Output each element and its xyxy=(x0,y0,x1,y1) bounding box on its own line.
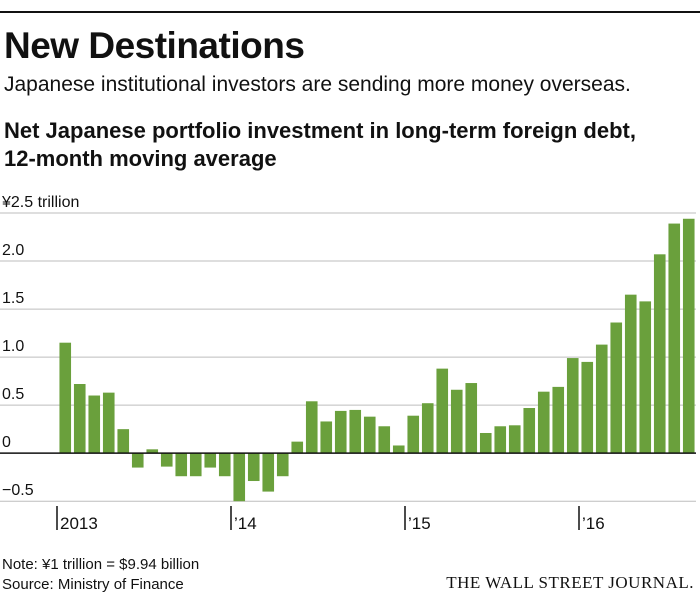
bar xyxy=(233,453,246,502)
bars xyxy=(59,218,695,502)
bar xyxy=(450,389,463,454)
publisher-logo: THE WALL STREET JOURNAL. xyxy=(446,573,694,592)
footnotes: Note: ¥1 trillion = $9.94 billion Source… xyxy=(2,555,199,595)
bar xyxy=(508,425,521,454)
bar xyxy=(682,218,695,454)
bar xyxy=(218,453,231,477)
subtitle-line-1: Net Japanese portfolio investment in lon… xyxy=(4,118,636,143)
bar xyxy=(59,342,72,454)
bar xyxy=(465,383,478,454)
bar xyxy=(102,392,115,454)
bar xyxy=(349,409,362,454)
bar xyxy=(624,294,637,454)
y-tick-label: ¥2.5 trillion xyxy=(1,194,79,211)
bar xyxy=(421,403,434,454)
bar xyxy=(262,453,275,492)
bar xyxy=(552,386,565,454)
bar xyxy=(305,401,318,454)
bar xyxy=(146,449,159,454)
bar xyxy=(160,453,173,467)
x-tick-label: ’16 xyxy=(582,514,605,533)
bar xyxy=(378,426,391,454)
bar xyxy=(436,368,449,454)
bar xyxy=(291,441,304,454)
gridlines xyxy=(0,212,696,502)
bar xyxy=(363,416,376,454)
x-tick-label: ’15 xyxy=(408,514,431,533)
bar xyxy=(131,453,144,468)
bar xyxy=(581,361,594,454)
bar xyxy=(88,395,101,454)
bar xyxy=(117,429,130,454)
x-tick-label: 2013 xyxy=(60,514,98,533)
bar xyxy=(276,453,289,477)
y-tick-label: 1.5 xyxy=(2,290,24,307)
chart-headline: New Destinations xyxy=(4,25,305,66)
y-tick-label: 0 xyxy=(2,434,11,451)
axes: ¥2.5 trillion 2.0 1.5 1.0 0.5 0 −0.5 2013 ’14 ’15… xyxy=(0,194,696,533)
bar xyxy=(73,384,86,454)
bar xyxy=(668,223,681,454)
bar xyxy=(653,254,666,454)
bar xyxy=(537,391,550,454)
y-tick-label: 2.0 xyxy=(2,242,24,259)
bar xyxy=(175,453,188,477)
bar xyxy=(610,322,623,454)
bar-chart: ¥2.5 trillion 2.0 1.5 1.0 0.5 0 −0.5 2013 ’14 ’15… xyxy=(0,194,696,533)
subtitle-line-2: 12-month moving average xyxy=(4,146,277,171)
y-tick-label: 1.0 xyxy=(2,338,24,355)
chart-dek: Japanese institutional investors are sen… xyxy=(4,73,631,96)
bar xyxy=(494,426,507,454)
bar xyxy=(334,410,347,454)
bar xyxy=(566,358,579,454)
bar xyxy=(639,301,652,454)
bar xyxy=(392,445,405,454)
chart-subtitle: Net Japanese portfolio investment in lon… xyxy=(4,117,694,173)
x-tick-label: ’14 xyxy=(234,514,257,533)
bar xyxy=(407,415,420,454)
y-tick-label: 0.5 xyxy=(2,386,24,403)
bar xyxy=(595,344,608,454)
bar xyxy=(320,421,333,454)
top-rule xyxy=(0,11,700,13)
bar xyxy=(189,453,202,477)
source-note: Source: Ministry of Finance xyxy=(2,576,184,593)
bar xyxy=(247,453,260,482)
bar xyxy=(479,432,492,454)
bar xyxy=(204,453,217,468)
conversion-note: Note: ¥1 trillion = $9.94 billion xyxy=(2,556,200,573)
bar xyxy=(523,408,536,454)
y-tick-label: −0.5 xyxy=(2,482,34,499)
